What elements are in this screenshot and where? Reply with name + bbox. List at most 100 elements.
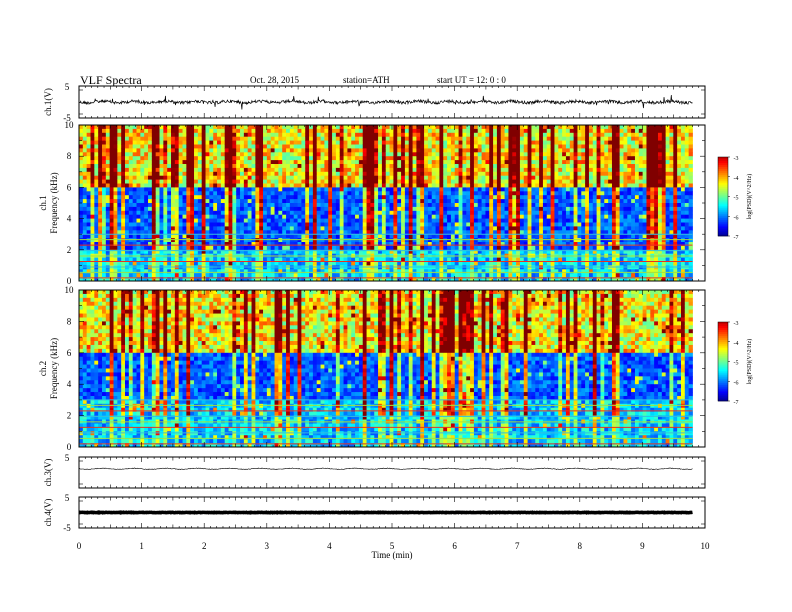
ch1-spectrogram-cell xyxy=(109,203,114,208)
ch1-spectrogram-cell xyxy=(186,132,191,138)
ch1-spectrogram-cell xyxy=(508,167,513,173)
ch1-spectrogram-cell xyxy=(109,136,114,141)
ch1-spectrogram-cell xyxy=(86,249,91,255)
ch1-spectrogram-cell xyxy=(136,164,141,169)
ch1-spectrogram-cell xyxy=(82,195,88,200)
ch1-spectrogram-cell xyxy=(447,261,452,266)
ch1-spectrogram-cell xyxy=(324,238,329,243)
ch1-spectrogram-cell xyxy=(301,195,306,200)
ch1-spectrogram-cell xyxy=(140,218,145,223)
ch1-spectrogram-cell xyxy=(496,187,502,192)
ch1-spectrogram-cell xyxy=(439,144,444,149)
ch1-spectrogram-cell xyxy=(102,179,107,184)
ch1-spectrogram-cell xyxy=(366,144,371,149)
ch1-spectrogram-cell xyxy=(485,128,490,134)
ch1-spectrogram-cell xyxy=(416,195,421,200)
ch1-spectrogram-cell xyxy=(144,167,149,173)
ch1-spectrogram-cell xyxy=(355,175,360,180)
ch1-spectrogram-cell xyxy=(397,140,402,145)
ch1-spectrogram-cell xyxy=(458,234,463,239)
ch1-spectrogram-cell xyxy=(102,164,107,169)
ch1-spectrogram-cell xyxy=(289,144,295,149)
ch1-spectrogram-cell xyxy=(178,245,183,251)
ch1-spectrogram-cell xyxy=(159,187,164,192)
ch1-spectrogram-cell xyxy=(320,195,325,200)
ch1-spectrogram-cell xyxy=(243,156,249,161)
ch1-spectrogram-cell xyxy=(493,214,498,219)
ch1-spectrogram-cell xyxy=(412,156,417,161)
ch1-spectrogram-cell xyxy=(79,210,84,216)
ch1-spectrogram-cell xyxy=(236,234,241,239)
ch1-spectrogram-cell xyxy=(481,187,486,192)
ch1-spectrogram-cell xyxy=(247,273,252,278)
ch1-spectrogram-cell xyxy=(381,144,387,149)
ch1-spectrogram-cell xyxy=(450,132,456,138)
ch1-spectrogram-cell xyxy=(132,199,137,204)
ch1-spectrogram-cell xyxy=(527,265,532,270)
ch1-spectrogram-cell xyxy=(289,195,295,200)
ch1-spectrogram-cell xyxy=(243,273,249,278)
ch1-spectrogram-cell xyxy=(289,167,295,173)
ch1-spectrogram-cell xyxy=(220,226,226,231)
ch1-spectrogram-cell xyxy=(159,210,164,216)
ch1-spectrogram-cell xyxy=(205,195,210,200)
ch1-spectrogram-cell xyxy=(343,160,348,165)
ch1-spectrogram-cell xyxy=(435,242,440,247)
ch1-spectrogram-cell xyxy=(224,191,229,196)
ch1-spectrogram-cell xyxy=(132,206,137,212)
ch1-spectrogram-cell xyxy=(312,164,318,169)
ch1-spectrogram-cell xyxy=(427,249,433,255)
ch1-spectrogram-cell xyxy=(493,179,498,184)
ch1-spectrogram-cell xyxy=(416,136,421,141)
ch1-spectrogram-cell xyxy=(293,226,298,231)
ch1-spectrogram-cell xyxy=(519,242,525,247)
ch1-spectrogram-cell xyxy=(519,226,525,231)
ch1-spectrogram-cell xyxy=(401,164,406,169)
ch1-spectrogram-cell xyxy=(282,210,287,216)
ch1-spectrogram-cell xyxy=(243,191,249,196)
ch1-spectrogram-cell xyxy=(381,148,387,153)
ch1-spectrogram-cell xyxy=(263,210,268,216)
ch1-spectrogram-cell xyxy=(117,167,122,173)
ch1-spectrogram-cell xyxy=(504,273,509,278)
ch1-spectrogram-cell xyxy=(121,128,126,134)
ch1-spectrogram-cell xyxy=(136,273,141,278)
ch1-spectrogram-cell xyxy=(504,261,509,266)
ch1-spectrogram-cell xyxy=(439,226,444,231)
ch1-spectrogram-cell xyxy=(385,125,390,130)
ch1-spectrogram-cell xyxy=(113,187,118,192)
ch1-spectrogram-cell xyxy=(450,164,456,169)
ch1-spectrogram-cell xyxy=(312,167,318,173)
ch1-spectrogram-cell xyxy=(450,226,456,231)
ch1-spectrogram-cell xyxy=(496,128,502,134)
ch1-spectrogram-cell xyxy=(167,249,172,255)
ch1-spectrogram-cell xyxy=(190,132,195,138)
ch1-spectrogram-cell xyxy=(136,152,141,157)
ch1-spectrogram-cell xyxy=(473,265,479,270)
ch1-spectrogram-cell xyxy=(335,249,341,255)
ch1-spectrogram-cell xyxy=(178,171,183,177)
ch1-spectrogram-cell xyxy=(412,136,417,141)
ch1-spectrogram-cell xyxy=(301,257,306,262)
ch1-spectrogram-cell xyxy=(151,179,157,184)
ch1-spectrogram-cell xyxy=(163,238,168,243)
ch1-spectrogram-cell xyxy=(174,179,180,184)
ch1-spectrogram-cell xyxy=(136,222,141,227)
ch1-spectrogram-cell xyxy=(489,222,494,227)
ch1-spectrogram-cell xyxy=(205,152,210,157)
ch1-spectrogram-cell xyxy=(82,191,88,196)
ch1-spectrogram-cell xyxy=(508,152,513,157)
ch1-spectrogram-cell xyxy=(427,136,433,141)
ch1-spectrogram-cell xyxy=(125,210,130,216)
ch1-spectrogram-cell xyxy=(201,234,206,239)
ch1-spectrogram-cell xyxy=(358,164,364,169)
ch1-spectrogram-cell xyxy=(316,210,321,216)
ch1-spectrogram-cell xyxy=(424,144,429,149)
ch1-spectrogram-cell xyxy=(512,187,517,192)
ch1-spectrogram-cell xyxy=(527,140,532,145)
ch1-spectrogram-cell xyxy=(500,183,505,188)
ch1-spectrogram-cell xyxy=(121,218,126,223)
ch1-spectrogram-cell xyxy=(401,269,406,274)
ch1-spectrogram-cell xyxy=(266,206,272,212)
ch1-spectrogram-cell xyxy=(286,164,291,169)
